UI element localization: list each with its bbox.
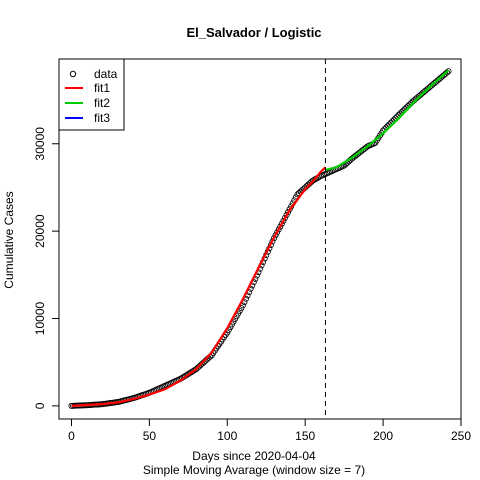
data-point <box>309 177 316 184</box>
x-axis: 0 50 100 150 200 250 <box>68 419 471 443</box>
y-tick-label: 10000 <box>33 302 47 336</box>
x-tick-label: 50 <box>143 429 157 443</box>
y-tick-label: 30000 <box>33 127 47 161</box>
x-tick-label: 250 <box>451 429 471 443</box>
plot-frame <box>58 58 462 420</box>
data-point <box>189 368 196 375</box>
legend-label-fit2: fit2 <box>94 96 110 110</box>
x-tick-label: 200 <box>373 429 393 443</box>
x-tick-label: 0 <box>68 429 75 443</box>
data-point <box>278 220 285 227</box>
fit1-line <box>71 166 327 407</box>
y-tick-label: 20000 <box>33 214 47 248</box>
fit2-line <box>325 69 450 172</box>
data-point <box>281 214 288 221</box>
data-point <box>277 223 284 230</box>
x-axis-subtitle: Simple Moving Avarage (window size = 7) <box>143 463 365 477</box>
data-point <box>443 69 450 76</box>
x-axis-label: Days since 2020-04-04 <box>192 449 316 463</box>
data-point <box>362 144 369 151</box>
data-points <box>68 68 452 409</box>
data-point <box>275 226 282 233</box>
chart-title: El_Salvador / Logistic <box>186 25 321 40</box>
legend-label-fit3: fit3 <box>94 111 110 125</box>
y-axis-label: Cumulative Cases <box>2 191 16 288</box>
x-tick-label: 100 <box>217 429 237 443</box>
legend-data-marker <box>69 70 77 78</box>
legend-label-data: data <box>94 67 118 81</box>
data-point <box>280 217 287 224</box>
legend: data fit1 fit2 fit3 <box>58 58 125 131</box>
y-tick-label: 0 <box>33 402 47 409</box>
data-point <box>311 176 318 183</box>
legend-label-fit1: fit1 <box>94 81 110 95</box>
y-axis: 0 10000 20000 30000 <box>33 127 59 409</box>
data-point <box>188 369 195 376</box>
x-tick-label: 150 <box>295 429 315 443</box>
fit-lines <box>71 69 450 407</box>
